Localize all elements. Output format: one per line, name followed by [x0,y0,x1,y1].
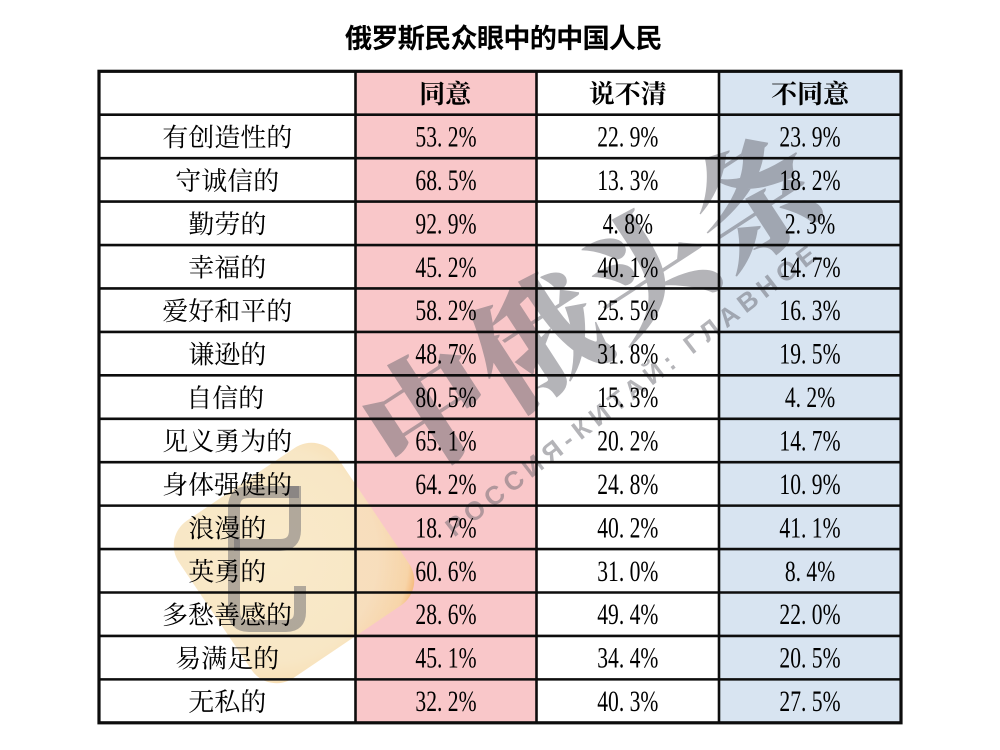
svg-text:49. 4%: 49. 4% [597,598,658,631]
svg-text:45. 2%: 45. 2% [415,250,476,283]
svg-text:31. 0%: 31. 0% [597,554,658,587]
svg-text:2. 3%: 2. 3% [785,207,835,240]
svg-text:18. 2%: 18. 2% [779,164,840,197]
svg-text:23. 9%: 23. 9% [779,120,840,153]
svg-text:15. 3%: 15. 3% [597,381,658,414]
svg-text:65. 1%: 65. 1% [415,424,476,457]
svg-text:20. 5%: 20. 5% [779,641,840,674]
svg-text:28. 6%: 28. 6% [415,598,476,631]
svg-text:20. 2%: 20. 2% [597,424,658,457]
svg-text:8. 4%: 8. 4% [785,554,835,587]
svg-text:60. 6%: 60. 6% [415,554,476,587]
svg-text:24. 8%: 24. 8% [597,468,658,501]
svg-text:14. 7%: 14. 7% [779,424,840,457]
svg-text:16. 3%: 16. 3% [779,294,840,327]
svg-text:58. 2%: 58. 2% [415,294,476,327]
svg-text:40. 1%: 40. 1% [597,250,658,283]
svg-text:45. 1%: 45. 1% [415,641,476,674]
svg-text:10. 9%: 10. 9% [779,468,840,501]
svg-text:68. 5%: 68. 5% [415,164,476,197]
svg-text:13. 3%: 13. 3% [597,164,658,197]
svg-text:22. 0%: 22. 0% [779,598,840,631]
svg-text:53. 2%: 53. 2% [415,120,476,153]
svg-text:31. 8%: 31. 8% [597,337,658,370]
svg-text:25. 5%: 25. 5% [597,294,658,327]
svg-text:40. 2%: 40. 2% [597,511,658,544]
svg-text:48. 7%: 48. 7% [415,337,476,370]
svg-text:32. 2%: 32. 2% [415,685,476,718]
svg-text:40. 3%: 40. 3% [597,685,658,718]
svg-text:34. 4%: 34. 4% [597,641,658,674]
svg-text:27. 5%: 27. 5% [779,685,840,718]
svg-text:80. 5%: 80. 5% [415,381,476,414]
svg-text:4. 2%: 4. 2% [785,381,835,414]
svg-text:64. 2%: 64. 2% [415,468,476,501]
svg-text:4. 8%: 4. 8% [603,207,653,240]
svg-text:92. 9%: 92. 9% [415,207,476,240]
svg-text:41. 1%: 41. 1% [779,511,840,544]
svg-text:22. 9%: 22. 9% [597,120,658,153]
svg-text:18. 7%: 18. 7% [415,511,476,544]
svg-text:19. 5%: 19. 5% [779,337,840,370]
svg-text:14. 7%: 14. 7% [779,250,840,283]
